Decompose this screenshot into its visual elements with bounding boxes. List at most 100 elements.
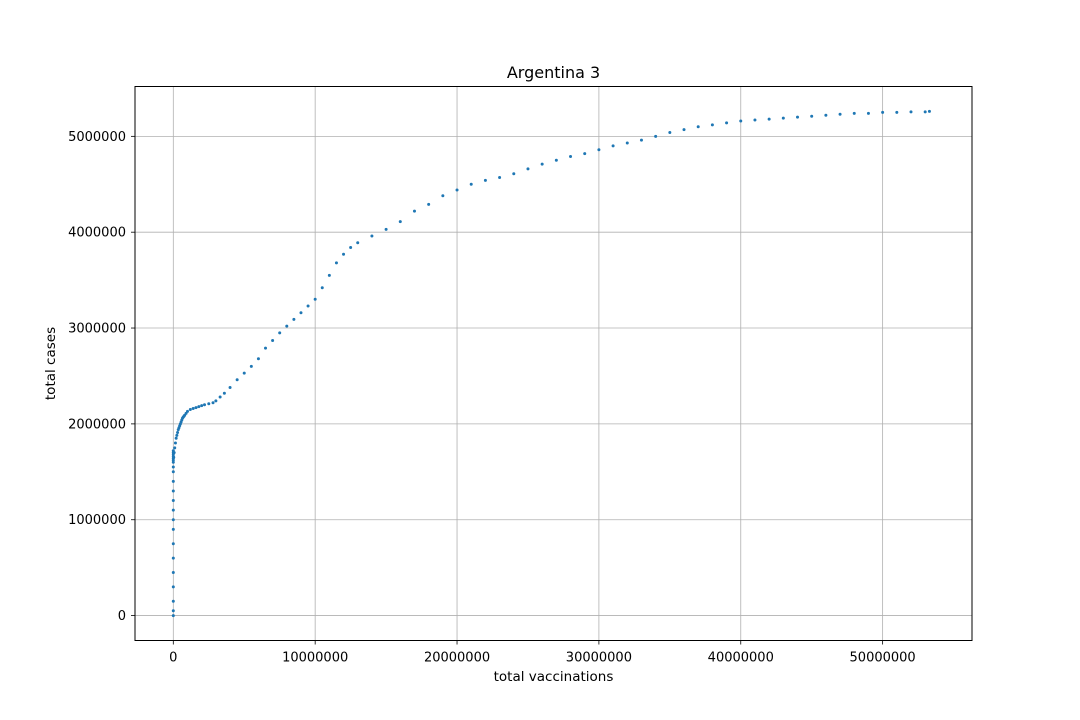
data-point	[171, 556, 175, 560]
data-point	[185, 409, 189, 413]
x-axis: 0 10000000 20000000 30000000 40000000 5000000…	[169, 640, 916, 666]
y-axis-title: total cases	[43, 327, 59, 400]
data-point	[384, 227, 388, 231]
data-point	[191, 407, 195, 411]
data-point	[342, 252, 346, 256]
data-point	[569, 154, 573, 158]
data-point	[427, 202, 431, 206]
data-point	[696, 125, 700, 129]
data-point	[171, 479, 175, 483]
data-point	[171, 585, 175, 589]
data-point	[299, 311, 303, 315]
y-tick-label: 2000000	[68, 417, 126, 432]
data-point	[753, 118, 757, 122]
y-tick-label: 4000000	[68, 226, 126, 241]
data-point	[852, 111, 856, 115]
data-point	[927, 109, 931, 113]
x-tick-label: 30000000	[566, 651, 632, 666]
data-point	[211, 401, 215, 405]
y-tick-label: 3000000	[68, 322, 126, 337]
data-point	[866, 111, 870, 115]
data-point	[249, 364, 253, 368]
data-point	[242, 371, 246, 375]
data-point	[171, 614, 175, 618]
data-point	[540, 162, 544, 166]
data-point	[292, 317, 296, 321]
x-tick-label: 10000000	[282, 651, 348, 666]
y-tick-label: 0	[118, 609, 126, 624]
data-point	[207, 402, 211, 406]
data-point	[197, 405, 201, 409]
data-point	[171, 489, 175, 493]
data-point	[194, 406, 198, 410]
data-point	[682, 128, 686, 132]
data-point	[171, 470, 175, 474]
y-tick-label: 1000000	[68, 513, 126, 528]
data-point	[171, 570, 175, 574]
data-point	[171, 499, 175, 503]
data-point	[781, 116, 785, 120]
data-point	[256, 357, 260, 361]
data-point	[710, 123, 714, 127]
data-point	[810, 114, 814, 118]
data-point	[909, 110, 913, 114]
data-point	[739, 119, 743, 123]
data-point	[306, 304, 310, 308]
data-point	[313, 297, 317, 301]
y-tick-label: 5000000	[68, 130, 126, 145]
data-point	[171, 465, 175, 469]
data-point	[767, 117, 771, 121]
data-point	[881, 110, 885, 114]
data-point	[824, 113, 828, 117]
data-point	[526, 167, 530, 171]
y-axis: 0 1000000 2000000 3000000 4000000 5000000	[68, 130, 135, 624]
data-point	[320, 286, 324, 290]
data-point	[174, 436, 178, 440]
x-tick-label: 40000000	[708, 651, 774, 666]
data-point	[611, 144, 615, 148]
data-point	[441, 194, 445, 198]
data-point	[512, 172, 516, 176]
data-point	[278, 331, 282, 335]
data-point	[625, 141, 629, 145]
data-point	[639, 138, 643, 142]
data-point	[356, 241, 360, 245]
data-point	[412, 209, 416, 213]
x-tick-label: 0	[169, 651, 177, 666]
x-axis-title: total vaccinations	[494, 669, 614, 685]
data-point	[923, 110, 927, 114]
data-point	[171, 527, 175, 531]
data-point	[200, 404, 204, 408]
data-point	[838, 112, 842, 116]
data-point	[172, 451, 176, 455]
chart-title: Argentina 3	[507, 63, 600, 82]
grid-lines	[135, 86, 972, 641]
data-point	[188, 408, 192, 412]
data-point	[725, 121, 729, 125]
data-point	[554, 158, 558, 162]
data-point	[218, 395, 222, 399]
data-point	[173, 446, 177, 450]
data-point	[796, 115, 800, 119]
data-point	[228, 385, 232, 389]
data-point	[171, 508, 175, 512]
data-point	[334, 261, 338, 265]
data-point	[583, 152, 587, 156]
data-point	[285, 324, 289, 328]
data-point	[498, 176, 502, 180]
data-point	[172, 455, 176, 459]
data-point	[271, 338, 275, 342]
data-point	[469, 182, 473, 186]
data-point	[214, 399, 218, 403]
data-point	[173, 441, 177, 445]
data-point	[370, 234, 374, 238]
data-point	[327, 273, 331, 277]
data-point	[349, 246, 353, 250]
data-point	[668, 131, 672, 135]
plot-points	[171, 109, 931, 618]
data-point	[171, 599, 175, 603]
data-point	[235, 378, 239, 382]
x-tick-label: 50000000	[850, 651, 916, 666]
data-point	[171, 542, 175, 546]
